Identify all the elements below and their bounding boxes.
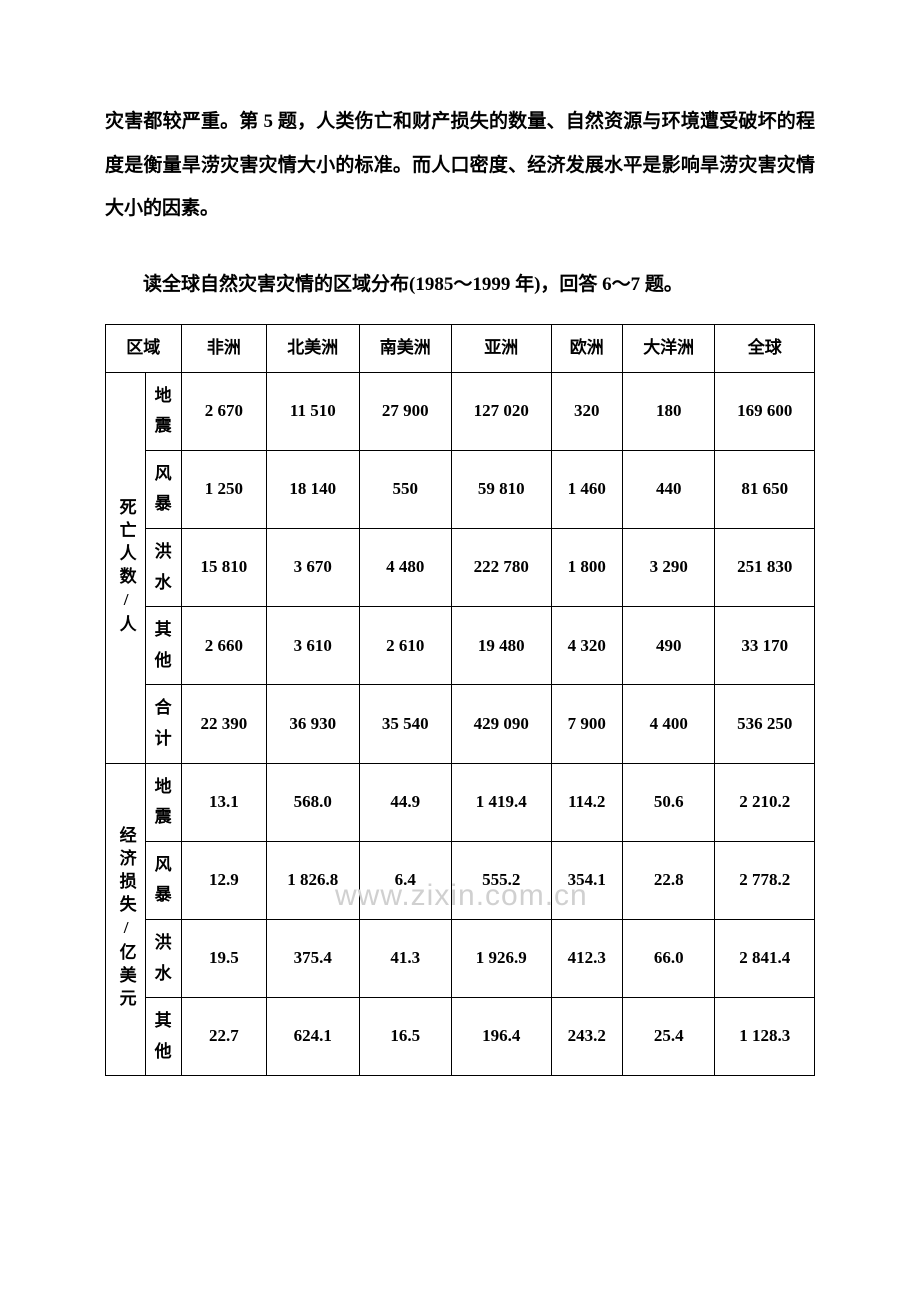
data-cell: 180: [622, 372, 714, 450]
data-cell: 66.0: [622, 919, 714, 997]
data-cell: 12.9: [181, 841, 266, 919]
data-cell: 44.9: [359, 763, 451, 841]
data-cell: 13.1: [181, 763, 266, 841]
data-cell: 35 540: [359, 685, 451, 763]
data-cell: 16.5: [359, 998, 451, 1076]
section-header-econ: 经济损失/亿美元: [106, 763, 146, 1076]
question-intro: 读全球自然灾害灾情的区域分布(1985～1999 年)，回答 6～7 题。: [105, 266, 815, 304]
data-cell: 624.1: [267, 998, 359, 1076]
data-cell: 27 900: [359, 372, 451, 450]
col-header: 欧洲: [551, 325, 622, 373]
data-cell: 22 390: [181, 685, 266, 763]
data-cell: 169 600: [715, 372, 815, 450]
body-paragraph: 灾害都较严重。第 5 题，人类伤亡和财产损失的数量、自然资源与环境遭受破坏的程度…: [105, 100, 815, 231]
col-header: 非洲: [181, 325, 266, 373]
table-wrapper: www.zixin.com.cn 区域 非洲 北美洲 南美洲 亚洲 欧洲 大洋洲…: [105, 324, 815, 1076]
data-cell: 196.4: [452, 998, 552, 1076]
data-cell: 4 400: [622, 685, 714, 763]
data-cell: 22.7: [181, 998, 266, 1076]
data-cell: 2 670: [181, 372, 266, 450]
data-cell: 2 210.2: [715, 763, 815, 841]
data-cell: 36 930: [267, 685, 359, 763]
table-header-row: 区域 非洲 北美洲 南美洲 亚洲 欧洲 大洋洲 全球: [106, 325, 815, 373]
data-cell: 412.3: [551, 919, 622, 997]
data-cell: 4 320: [551, 607, 622, 685]
col-header: 亚洲: [452, 325, 552, 373]
disaster-data-table: 区域 非洲 北美洲 南美洲 亚洲 欧洲 大洋洲 全球 死亡人数/人 地震 2 6…: [105, 324, 815, 1076]
data-cell: 2 841.4: [715, 919, 815, 997]
data-cell: 1 800: [551, 529, 622, 607]
data-cell: 440: [622, 450, 714, 528]
region-header: 区域: [106, 325, 182, 373]
data-cell: 41.3: [359, 919, 451, 997]
section-header-deaths: 死亡人数/人: [106, 372, 146, 763]
data-cell: 127 020: [452, 372, 552, 450]
table-row: 合计 22 390 36 930 35 540 429 090 7 900 4 …: [106, 685, 815, 763]
data-cell: 11 510: [267, 372, 359, 450]
col-header: 南美洲: [359, 325, 451, 373]
row-label: 其他: [145, 607, 181, 685]
table-row: 死亡人数/人 地震 2 670 11 510 27 900 127 020 32…: [106, 372, 815, 450]
col-header: 北美洲: [267, 325, 359, 373]
data-cell: 375.4: [267, 919, 359, 997]
row-label: 合计: [145, 685, 181, 763]
data-cell: 59 810: [452, 450, 552, 528]
data-cell: 25.4: [622, 998, 714, 1076]
data-cell: 33 170: [715, 607, 815, 685]
data-cell: 15 810: [181, 529, 266, 607]
data-cell: 555.2: [452, 841, 552, 919]
data-cell: 222 780: [452, 529, 552, 607]
data-cell: 19.5: [181, 919, 266, 997]
data-cell: 2 610: [359, 607, 451, 685]
table-row: 洪水 15 810 3 670 4 480 222 780 1 800 3 29…: [106, 529, 815, 607]
table-row: 经济损失/亿美元 地震 13.1 568.0 44.9 1 419.4 114.…: [106, 763, 815, 841]
data-cell: 536 250: [715, 685, 815, 763]
data-cell: 4 480: [359, 529, 451, 607]
row-label: 洪水: [145, 529, 181, 607]
data-cell: 114.2: [551, 763, 622, 841]
data-cell: 490: [622, 607, 714, 685]
data-cell: 3 610: [267, 607, 359, 685]
data-cell: 7 900: [551, 685, 622, 763]
table-row: 洪水 19.5 375.4 41.3 1 926.9 412.3 66.0 2 …: [106, 919, 815, 997]
data-cell: 19 480: [452, 607, 552, 685]
data-cell: 50.6: [622, 763, 714, 841]
data-cell: 1 128.3: [715, 998, 815, 1076]
data-cell: 6.4: [359, 841, 451, 919]
data-cell: 1 419.4: [452, 763, 552, 841]
data-cell: 429 090: [452, 685, 552, 763]
data-cell: 3 290: [622, 529, 714, 607]
table-row: 其他 2 660 3 610 2 610 19 480 4 320 490 33…: [106, 607, 815, 685]
data-cell: 22.8: [622, 841, 714, 919]
data-cell: 1 250: [181, 450, 266, 528]
table-row: 风暴 12.9 1 826.8 6.4 555.2 354.1 22.8 2 7…: [106, 841, 815, 919]
data-cell: 1 826.8: [267, 841, 359, 919]
data-cell: 354.1: [551, 841, 622, 919]
row-label: 风暴: [145, 841, 181, 919]
data-cell: 1 460: [551, 450, 622, 528]
data-cell: 243.2: [551, 998, 622, 1076]
data-cell: 18 140: [267, 450, 359, 528]
col-header: 全球: [715, 325, 815, 373]
data-cell: 251 830: [715, 529, 815, 607]
row-label: 洪水: [145, 919, 181, 997]
row-label: 其他: [145, 998, 181, 1076]
data-cell: 81 650: [715, 450, 815, 528]
data-cell: 568.0: [267, 763, 359, 841]
data-cell: 320: [551, 372, 622, 450]
data-cell: 2 778.2: [715, 841, 815, 919]
table-row: 其他 22.7 624.1 16.5 196.4 243.2 25.4 1 12…: [106, 998, 815, 1076]
data-cell: 3 670: [267, 529, 359, 607]
data-cell: 2 660: [181, 607, 266, 685]
col-header: 大洋洲: [622, 325, 714, 373]
row-label: 地震: [145, 372, 181, 450]
data-cell: 550: [359, 450, 451, 528]
table-row: 风暴 1 250 18 140 550 59 810 1 460 440 81 …: [106, 450, 815, 528]
row-label: 风暴: [145, 450, 181, 528]
row-label: 地震: [145, 763, 181, 841]
data-cell: 1 926.9: [452, 919, 552, 997]
